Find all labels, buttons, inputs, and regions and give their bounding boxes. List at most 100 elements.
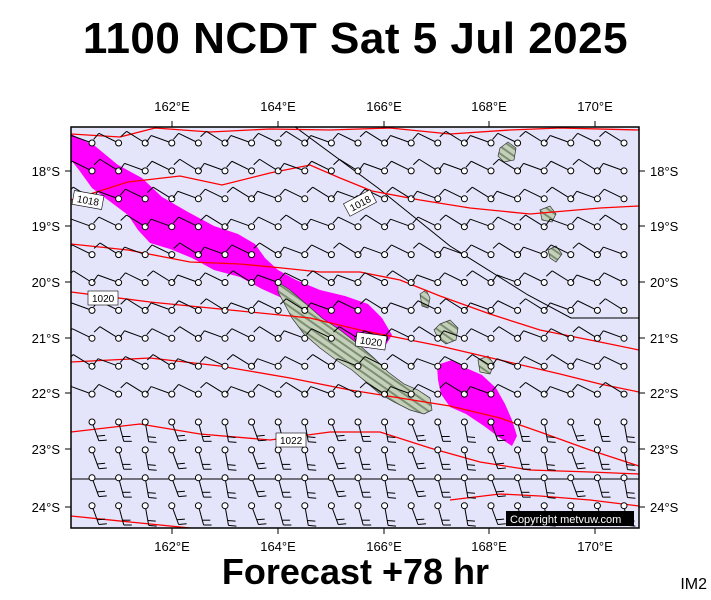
wind-barb [599,214,628,231]
wind-barb [225,135,256,147]
wind-barb [252,384,282,398]
chesterfield-reef [497,141,517,163]
wind-barb [221,474,237,499]
map-frame [70,126,640,529]
wind-barb [620,418,636,443]
wind-barb [225,218,256,231]
wind-barb [252,190,282,203]
wind-barb [88,474,107,498]
wind-barb [434,502,451,526]
wind-barb [141,418,157,443]
wind-barb [545,354,575,370]
isobar-label-1: 1018 [71,190,105,210]
wind-barb [545,386,575,398]
wind-barb [514,474,531,498]
wind-barb [92,274,123,286]
wind-barb [279,246,309,259]
wind-barb [572,158,601,175]
lat-label-right: 19°S [650,219,679,234]
wind-barb [146,354,176,370]
lat-label-left: 23°S [32,442,61,457]
wind-barb [545,135,575,147]
wind-barb [146,186,176,203]
wind-barb [465,328,495,342]
wind-barb [492,132,522,147]
wind-barb [332,300,362,314]
wind-barb [305,302,335,314]
wind-barb [460,502,476,527]
wind-barb [173,216,202,231]
wind-barb [465,218,495,231]
wind-barb [487,446,506,470]
wind-barb [438,246,468,259]
wind-barb [194,474,212,498]
wind-barb [194,446,212,470]
lat-label-left: 22°S [32,386,61,401]
wind-barb [465,160,495,175]
wind-barb [301,502,317,527]
wind-barb [598,330,628,342]
land-masses [277,141,563,415]
wind-barb [172,190,202,203]
frame-ticks [65,121,645,534]
wind-barb [412,384,442,398]
wind-barb [200,214,229,231]
map-code-label: IM2 [680,576,707,593]
wind-barb [199,188,229,203]
wind-barb [115,446,132,470]
isobar-line [71,423,639,475]
wind-barb [572,242,601,259]
wind-barb [412,300,442,314]
lon-label-top: 168°E [471,99,507,114]
wind-barb [491,274,522,286]
wind-barb [248,502,267,525]
isobar-line [71,291,639,393]
wind-barb [359,356,389,370]
wind-barb [465,135,495,147]
isobar-value: 1022 [280,436,303,447]
wind-barb [226,354,256,370]
wind-barb [146,135,176,147]
wind-barb [385,135,415,147]
wind-barb [199,246,229,259]
wind-barb [434,474,451,498]
wind-barb [306,328,335,342]
wind-barb [381,502,397,527]
isobar-line [71,243,639,351]
wind-barb [545,218,575,231]
lon-label-bottom: 164°E [260,539,296,554]
wind-barb [199,330,229,342]
lon-label-bottom: 170°E [577,539,613,554]
wind-barb [168,446,187,470]
wind-barb [146,160,176,175]
wind-barb [194,502,212,526]
wind-barb [279,162,309,175]
wind-barb [407,502,427,525]
wind-barb [491,358,522,370]
wind-barb [518,246,548,259]
wind-barb [381,446,397,471]
wind-barb [598,188,628,203]
copyright-box [506,511,634,526]
wind-barb [119,356,149,370]
isobar-line [71,164,639,215]
isobar-label-5: 1022 [275,432,307,448]
wind-barb [93,216,123,231]
wind-barb [412,326,442,342]
wind-barb [252,132,282,147]
lat-label-right: 23°S [650,442,679,457]
wind-barb [252,300,282,314]
wind-barb [385,328,415,342]
wind-barb [172,274,202,286]
wind-barb [439,356,468,370]
wind-barb [305,386,335,398]
wind-barb [439,188,468,203]
wind-barb [572,384,601,398]
lat-label-left: 19°S [32,219,61,234]
wind-barb [146,244,176,259]
lat-label-left: 24°S [32,500,61,515]
wind-barb [200,130,229,147]
wind-barb [358,162,389,175]
wind-barb [141,502,157,527]
